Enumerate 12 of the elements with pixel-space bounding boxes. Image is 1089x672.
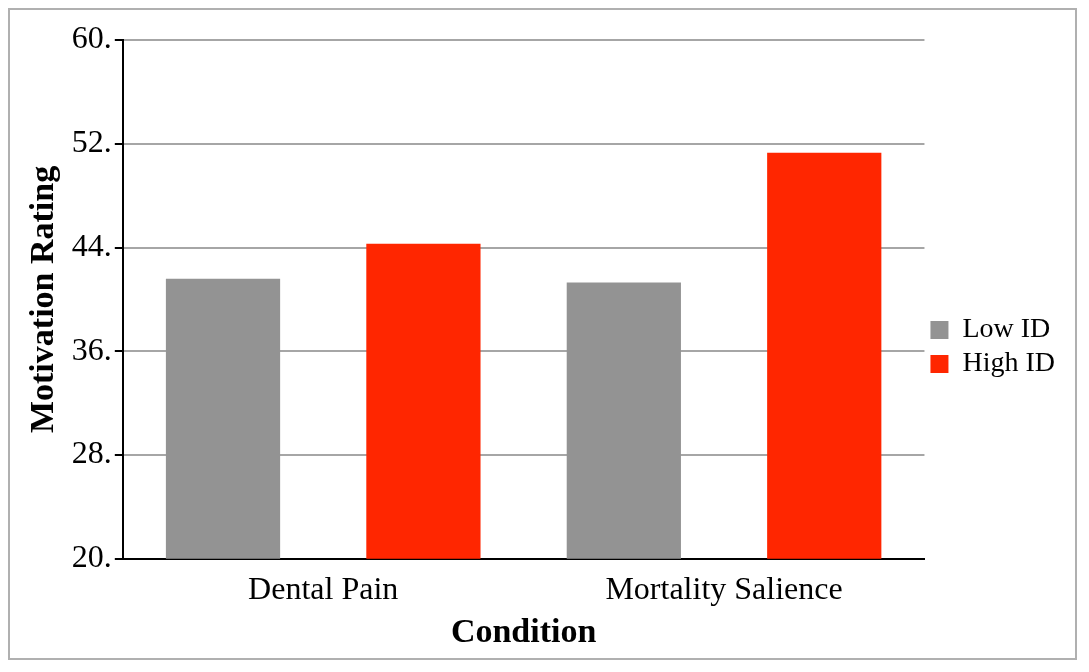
- y-axis-title: Motivation Rating: [23, 165, 61, 434]
- y-tick-label: 52.: [71, 123, 112, 160]
- x-tick-label: Mortality Salience: [605, 570, 843, 607]
- y-tick-label: 60.: [71, 19, 112, 56]
- y-tick-label: 28.: [71, 434, 112, 471]
- x-axis-title: Condition: [450, 612, 597, 650]
- legend-label: Low ID: [962, 312, 1051, 344]
- y-tick-label: 36.: [71, 330, 112, 367]
- legend-label: High ID: [962, 346, 1055, 378]
- y-tick-label: 44.: [71, 226, 112, 263]
- x-tick-label: Dental Pain: [248, 570, 399, 607]
- y-tick-label: 20.: [71, 538, 112, 575]
